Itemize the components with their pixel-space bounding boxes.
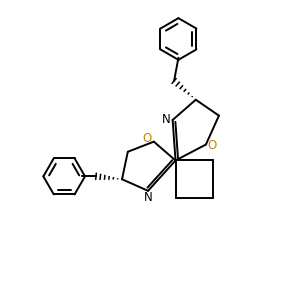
Text: O: O <box>143 132 152 145</box>
Text: N: N <box>144 191 152 204</box>
Text: N: N <box>162 114 171 126</box>
Text: O: O <box>208 140 217 152</box>
